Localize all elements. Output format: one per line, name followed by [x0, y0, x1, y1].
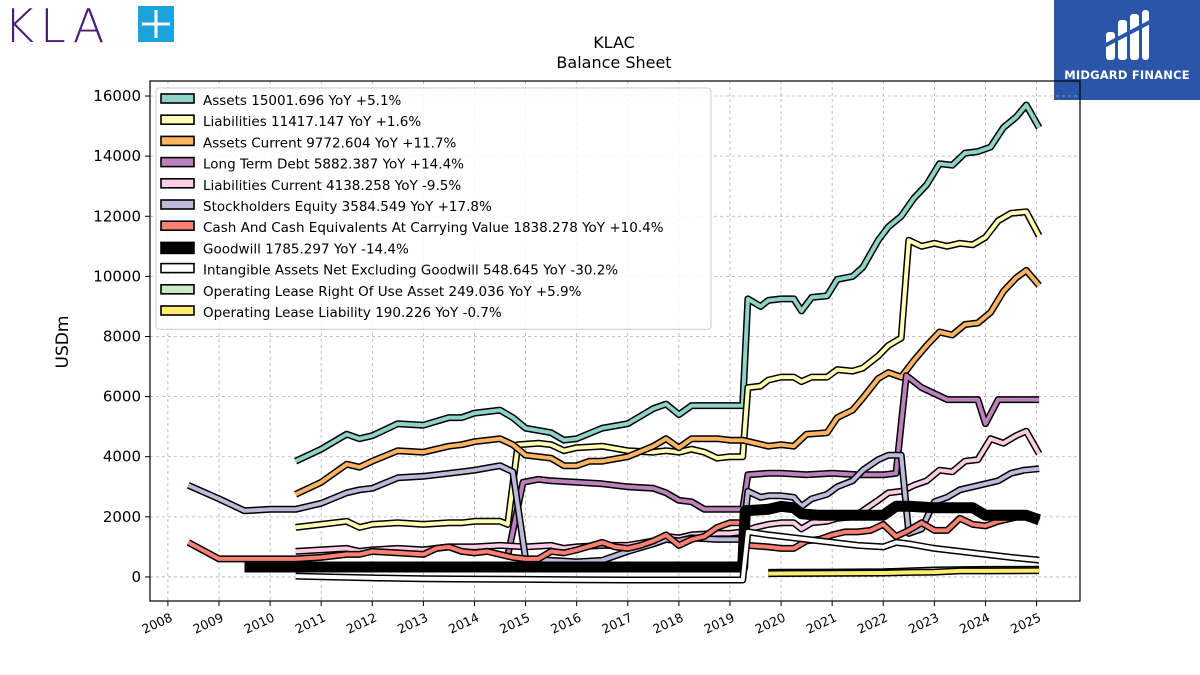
series-line-1 — [295, 208, 1043, 531]
legend-swatch — [160, 305, 195, 316]
legend-label: Liabilities 11417.147 YoY +1.6% — [203, 114, 421, 130]
legend-label: Operating Lease Liability 190.226 YoY -0… — [203, 305, 502, 321]
x-tick-label: 2008 — [139, 610, 174, 637]
legend-label: Assets Current 9772.604 YoY +11.7% — [203, 135, 457, 151]
x-tick-label: 2022 — [855, 610, 890, 637]
legend-swatch — [160, 241, 195, 255]
legend-swatch — [160, 178, 195, 189]
legend-swatch — [160, 156, 195, 168]
series-path — [295, 429, 1041, 554]
chart-subtitle: Balance Sheet — [556, 53, 671, 72]
legend-label: Liabilities Current 4138.258 YoY -9.5% — [203, 178, 461, 194]
legend-label: Cash And Cash Equivalents At Carrying Va… — [203, 220, 664, 236]
x-tick-label: 2012 — [344, 610, 379, 637]
series-line-8 — [295, 528, 1040, 584]
legend-label: Goodwill 1785.297 YoY -14.4% — [203, 241, 409, 257]
legend-box — [155, 87, 712, 330]
legend-swatch — [160, 283, 195, 295]
kla-logo-text: KLA — [4, 4, 110, 48]
series-path — [768, 568, 1040, 576]
series-path — [244, 500, 1041, 573]
series-path — [295, 529, 1040, 582]
legend: Assets 15001.696 YoY +5.1% Liabilities 11… — [155, 87, 712, 330]
series-path — [187, 513, 1040, 561]
y-tick-label: 4000 — [103, 448, 141, 466]
series-line-4 — [295, 427, 1043, 555]
legend-swatch — [160, 220, 195, 231]
series-line-5 — [186, 451, 1040, 566]
axes: 2008 2009 2010 2011 2012 2013 2014 2015 2016 2017… — [93, 87, 1043, 637]
series-line-2 — [294, 266, 1042, 498]
kla-logo: KLA — [4, 0, 184, 53]
legend-label: Long Term Debt 5882.387 YoY +14.4% — [203, 157, 464, 173]
series-path — [295, 209, 1041, 530]
series-line-7 — [244, 500, 1041, 573]
series-path — [294, 268, 1041, 497]
series-line-3 — [504, 372, 1040, 557]
series-path — [505, 373, 1040, 557]
kla-plus-horizontal — [142, 22, 170, 26]
midgard-logo-text: MIDGARD FINANCE — [1064, 68, 1190, 82]
x-tick-label: 2023 — [906, 610, 941, 637]
y-tick-label: 6000 — [103, 388, 141, 406]
x-tick-label: 2017 — [599, 610, 634, 637]
y-axis-label: USDm — [53, 316, 73, 369]
midgard-emblem-icon — [1103, 10, 1151, 60]
series-line-0 — [294, 101, 1043, 465]
legend-label: Stockholders Equity 3584.549 YoY +17.8% — [203, 199, 492, 215]
series-line-10 — [768, 567, 1040, 578]
series-line-6 — [186, 511, 1041, 563]
x-tick-label: 2016 — [548, 610, 583, 637]
x-tick-label: 2013 — [395, 610, 430, 637]
x-tick-label: 2018 — [650, 610, 685, 637]
y-tick-label: 10000 — [93, 267, 141, 285]
x-tick-label: 2009 — [191, 610, 226, 637]
legend-swatch — [160, 114, 195, 125]
x-tick-label: 2014 — [446, 610, 481, 637]
legend-swatch — [160, 135, 195, 147]
y-tick-label: 0 — [131, 568, 141, 586]
series-path — [187, 453, 1040, 564]
legend-swatch — [160, 262, 195, 274]
chart-title: KLAC — [593, 33, 635, 52]
legend-swatch — [160, 93, 195, 104]
legend-label: Assets 15001.696 YoY +5.1% — [203, 93, 402, 109]
y-tick-label: 8000 — [103, 327, 141, 345]
x-tick-label: 2021 — [804, 610, 839, 637]
y-tick-label: 14000 — [93, 147, 141, 165]
legend-label: Operating Lease Right Of Use Asset 249.0… — [203, 284, 582, 300]
y-tick-label: 2000 — [103, 508, 141, 526]
kla-logo-graphic: KLA — [4, 0, 174, 53]
series-lines — [186, 101, 1043, 584]
x-tick-label: 2025 — [1008, 610, 1043, 637]
midgard-logo: MIDGARD FINANCE — [1054, 0, 1200, 100]
y-tick-label: 12000 — [93, 207, 141, 225]
x-tick-label: 2024 — [957, 610, 992, 637]
x-tick-label: 2015 — [497, 610, 532, 637]
legend-swatch — [160, 199, 195, 210]
x-tick-label: 2011 — [293, 610, 328, 637]
plot-frame — [149, 80, 1081, 602]
x-tick-label: 2019 — [702, 610, 737, 637]
x-tick-label: 2010 — [242, 610, 277, 637]
y-tick-label: 16000 — [93, 87, 141, 105]
series-path — [294, 103, 1041, 464]
x-tick-label: 2020 — [753, 610, 788, 637]
legend-label: Intangible Assets Net Excluding Goodwill… — [203, 263, 618, 279]
